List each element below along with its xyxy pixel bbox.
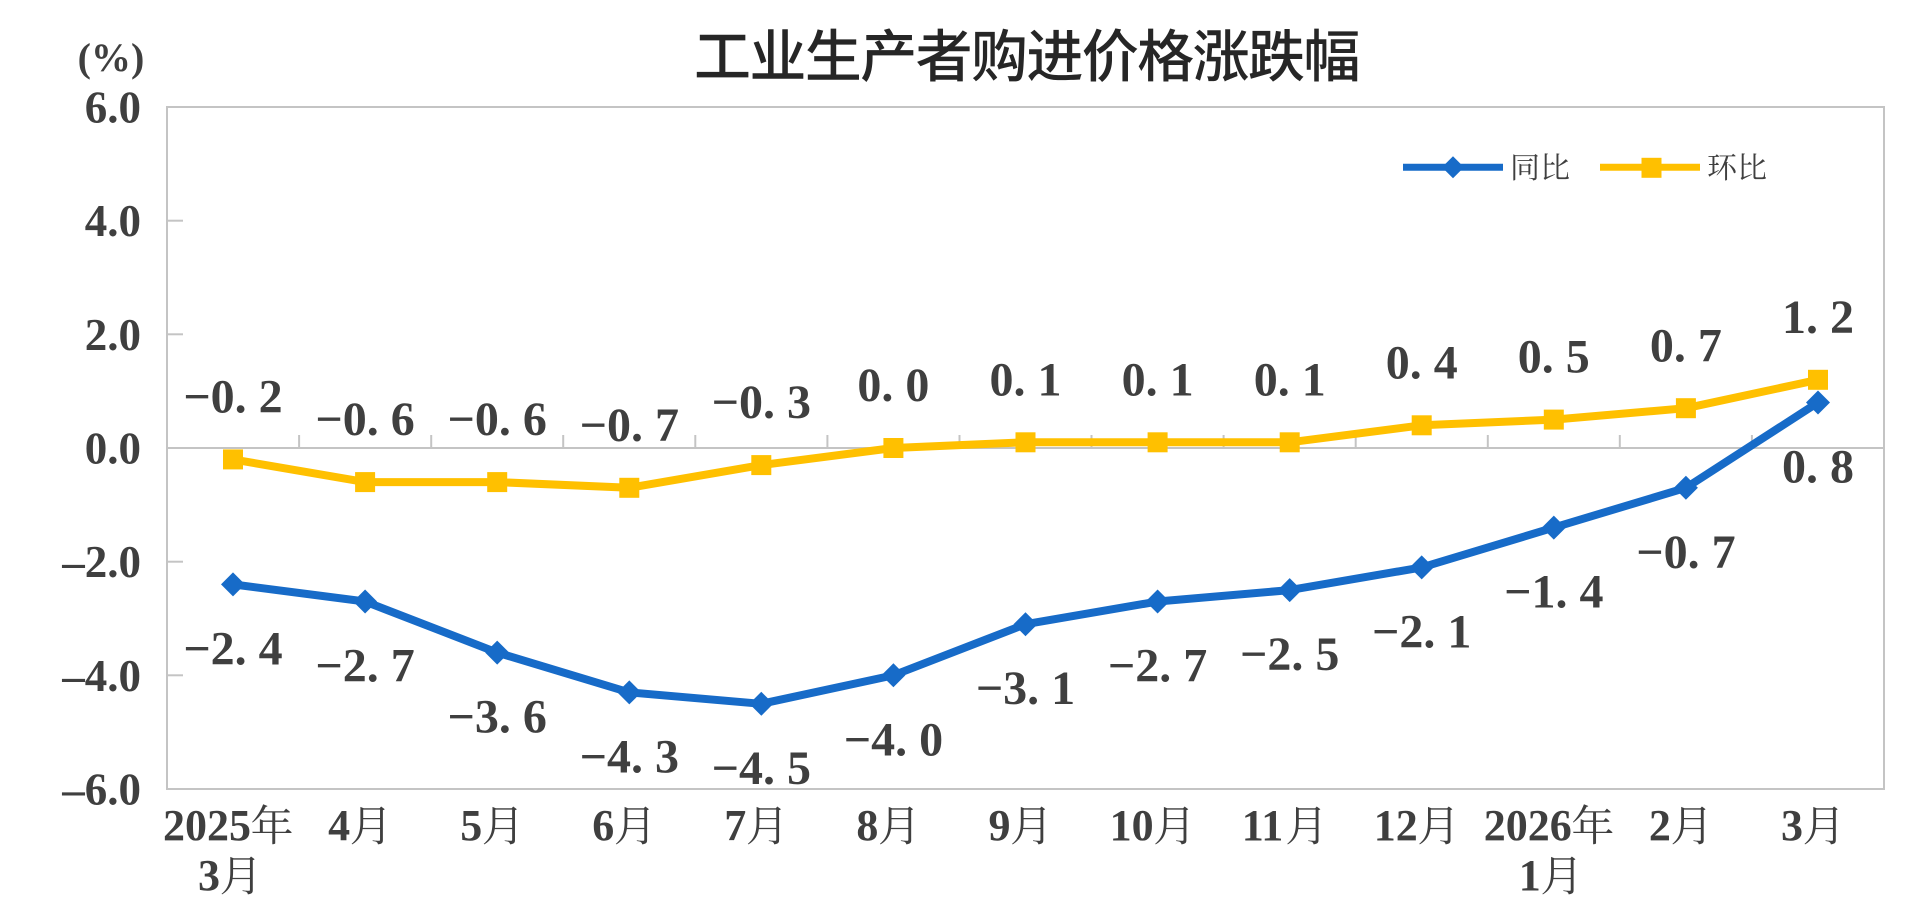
svg-text:0. 8: 0. 8	[1782, 441, 1854, 494]
svg-text:0.0: 0.0	[85, 424, 141, 474]
svg-text:2.0: 2.0	[85, 310, 141, 360]
svg-text:0. 0: 0. 0	[857, 359, 929, 412]
svg-text:–4.0: –4.0	[61, 651, 141, 701]
svg-text:−4. 0: −4. 0	[844, 713, 943, 766]
svg-text:−4. 5: −4. 5	[712, 742, 811, 795]
svg-text:8: 8	[856, 801, 878, 850]
svg-text:2025: 2025	[163, 801, 251, 850]
svg-text:(%): (%)	[78, 35, 145, 80]
svg-text:11: 11	[1242, 801, 1284, 850]
svg-text:−2. 5: −2. 5	[1240, 628, 1339, 681]
svg-text:−0. 2: −0. 2	[183, 370, 282, 423]
svg-text:4.0: 4.0	[85, 196, 141, 246]
svg-text:9: 9	[989, 801, 1011, 850]
svg-text:0. 1: 0. 1	[990, 353, 1062, 406]
svg-text:−1. 4: −1. 4	[1504, 566, 1603, 619]
svg-text:−0. 6: −0. 6	[448, 393, 547, 446]
svg-text:1. 2: 1. 2	[1782, 291, 1854, 344]
svg-text:12: 12	[1374, 801, 1418, 850]
svg-text:−2. 1: −2. 1	[1372, 605, 1471, 658]
svg-text:−0. 7: −0. 7	[1636, 526, 1735, 579]
svg-text:−2. 7: −2. 7	[315, 640, 414, 693]
svg-text:3: 3	[198, 851, 220, 900]
svg-text:2026: 2026	[1484, 801, 1572, 850]
svg-text:−2. 4: −2. 4	[183, 623, 282, 676]
svg-text:–2.0: –2.0	[61, 537, 141, 587]
svg-text:−0. 7: −0. 7	[580, 399, 679, 452]
svg-text:−3. 1: −3. 1	[976, 662, 1075, 715]
svg-text:1: 1	[1519, 851, 1541, 900]
svg-text:0. 5: 0. 5	[1518, 331, 1590, 384]
svg-text:6: 6	[592, 801, 614, 850]
svg-text:4: 4	[328, 801, 350, 850]
svg-text:−3. 6: −3. 6	[448, 691, 547, 744]
svg-text:10: 10	[1110, 801, 1154, 850]
svg-text:0. 4: 0. 4	[1386, 336, 1458, 389]
svg-text:0. 7: 0. 7	[1650, 319, 1722, 372]
svg-text:−4. 3: −4. 3	[580, 730, 679, 783]
svg-text:−0. 3: −0. 3	[712, 376, 811, 429]
svg-text:2: 2	[1649, 801, 1671, 850]
svg-text:5: 5	[460, 801, 482, 850]
svg-text:0. 1: 0. 1	[1254, 353, 1326, 406]
svg-text:7: 7	[724, 801, 746, 850]
svg-text:0. 1: 0. 1	[1122, 353, 1194, 406]
svg-text:−0. 6: −0. 6	[315, 393, 414, 446]
svg-text:3: 3	[1781, 801, 1803, 850]
svg-text:–6.0: –6.0	[61, 765, 141, 815]
svg-text:6.0: 6.0	[85, 83, 141, 133]
svg-text:−2. 7: −2. 7	[1108, 640, 1207, 693]
